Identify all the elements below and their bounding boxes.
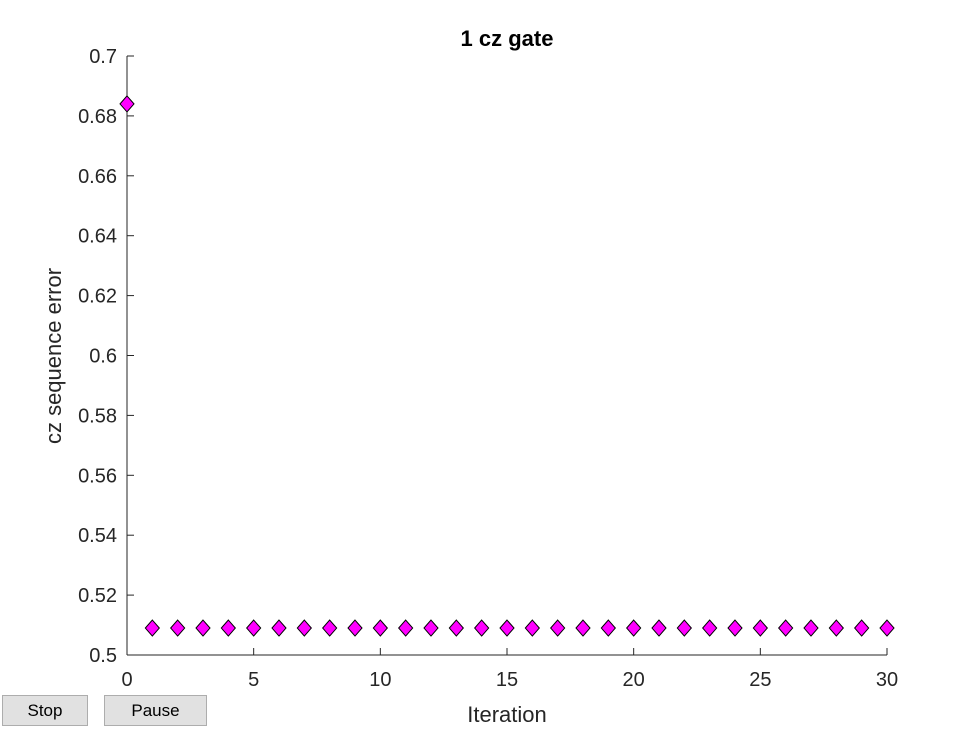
data-point [676,619,692,637]
x-tick-label: 30 [876,669,898,691]
data-point [474,619,490,637]
data-point [550,619,566,637]
data-point [727,619,743,637]
x-tick-label: 20 [623,669,645,691]
data-point [499,619,515,637]
data-point [575,619,591,637]
data-point [372,619,388,637]
y-tick-label: 0.7 [89,46,117,68]
y-tick-label: 0.62 [78,286,117,308]
chart-title: 1 cz gate [461,26,554,51]
x-axis-label: Iteration [467,702,547,727]
data-point [524,619,540,637]
y-tick-label: 0.56 [78,465,117,487]
data-point [626,619,642,637]
data-point [752,619,768,637]
x-tick-label: 25 [749,669,771,691]
x-tick-label: 0 [121,669,132,691]
data-point [347,619,363,637]
data-point [651,619,667,637]
axes: 0.5 0.52 0.54 0.56 0.58 0.6 0.62 0.64 0.66 0.68 0.… [78,46,898,691]
data-point [296,619,312,637]
data-point [879,619,895,637]
data-point [828,619,844,637]
data-point [119,95,135,113]
data-point [322,619,338,637]
y-tick-label: 0.6 [89,346,117,368]
y-tick-label: 0.66 [78,166,117,188]
y-tick-label: 0.54 [78,525,117,547]
data-point [854,619,870,637]
data-point [144,619,160,637]
stop-button[interactable]: Stop [2,695,88,726]
data-point [803,619,819,637]
data-point [195,619,211,637]
data-point [170,619,186,637]
x-tick-label: 15 [496,669,518,691]
data-point [246,619,262,637]
data-point [398,619,414,637]
data-point [448,619,464,637]
y-tick-label: 0.64 [78,226,117,248]
data-points [119,95,895,637]
data-point [702,619,718,637]
pause-button[interactable]: Pause [104,695,207,726]
data-point [220,619,236,637]
y-axis-label: cz sequence error [41,268,66,444]
data-point [778,619,794,637]
y-tick-label: 0.68 [78,106,117,128]
x-tick-label: 10 [369,669,391,691]
data-point [600,619,616,637]
data-point [271,619,287,637]
y-tick-label: 0.52 [78,585,117,607]
data-point [423,619,439,637]
y-tick-label: 0.5 [89,645,117,667]
x-tick-label: 5 [248,669,259,691]
y-tick-label: 0.58 [78,405,117,427]
